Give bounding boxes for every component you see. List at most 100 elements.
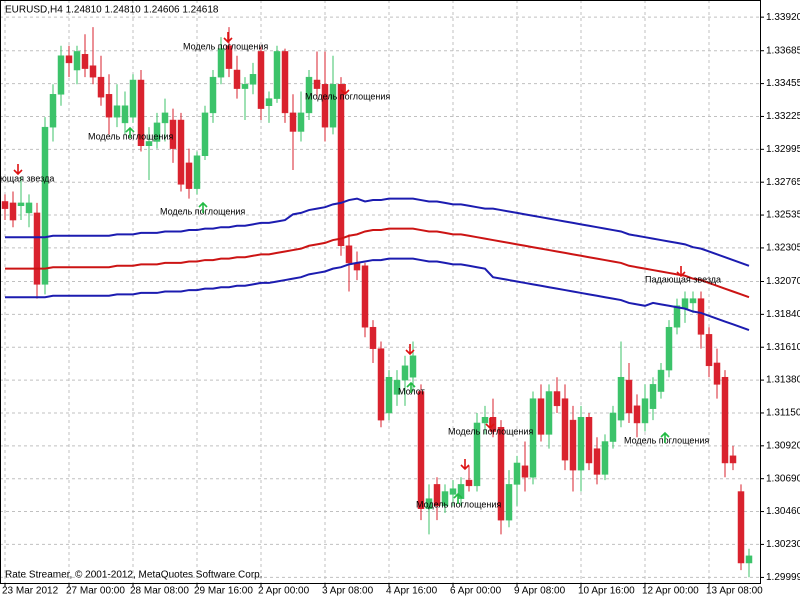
candle-body xyxy=(617,376,625,421)
candle-body xyxy=(145,141,153,147)
candle-body xyxy=(521,465,529,478)
y-tick-label: 1.29999 xyxy=(766,572,800,583)
y-tick-label: 1.32995 xyxy=(766,144,800,155)
candle-body xyxy=(553,391,561,407)
candle-body xyxy=(329,84,337,128)
y-tick-label: 1.31150 xyxy=(766,408,800,419)
y-tick-label: 1.32305 xyxy=(766,243,800,254)
candle-body xyxy=(113,105,121,118)
signal-arrow xyxy=(660,431,670,443)
pattern-label: Модель поглощения xyxy=(624,435,709,445)
signal-arrow xyxy=(13,164,23,176)
candle-body xyxy=(377,348,385,421)
y-tick-label: 1.32070 xyxy=(766,276,800,287)
pattern-label: Модель поглощения xyxy=(183,41,268,51)
candle-body xyxy=(361,265,369,328)
candle-body xyxy=(9,202,17,221)
candle-body xyxy=(105,94,113,118)
candle-body xyxy=(745,555,753,564)
y-tick-label: 1.31840 xyxy=(766,309,800,320)
candle-body xyxy=(369,326,377,349)
candle-body xyxy=(177,119,185,185)
x-tick-label: 29 Mar 16:00 xyxy=(194,586,253,597)
signal-arrow xyxy=(223,32,233,44)
candle-body xyxy=(561,398,569,461)
candle-body xyxy=(577,416,585,471)
candle-body xyxy=(65,55,73,64)
y-tick-label: 1.31380 xyxy=(766,375,800,386)
candle-body xyxy=(305,76,313,114)
y-tick-label: 1.30920 xyxy=(766,440,800,451)
candle-body xyxy=(609,412,617,442)
indicator-line xyxy=(5,227,750,299)
signal-arrow xyxy=(340,84,350,96)
candle-body xyxy=(337,84,345,247)
plot-frame xyxy=(0,0,761,584)
candle-body xyxy=(217,48,225,78)
candle-body xyxy=(49,94,57,128)
candle-body xyxy=(593,448,601,475)
indicator-line xyxy=(5,197,750,267)
candle-body xyxy=(673,305,681,328)
signal-arrow xyxy=(405,344,415,356)
candle-body xyxy=(681,298,689,309)
candle-body xyxy=(257,51,265,109)
candle-body xyxy=(273,51,281,99)
candle-body xyxy=(73,51,81,71)
candle-body xyxy=(497,426,505,521)
candle-body xyxy=(81,54,89,69)
candle-body xyxy=(545,391,553,435)
candle-body xyxy=(705,334,713,367)
candle-body xyxy=(433,484,441,507)
candle-body xyxy=(193,155,201,189)
candle-body xyxy=(657,369,665,392)
candle-body xyxy=(89,65,97,78)
y-tick-label: 1.31610 xyxy=(766,342,800,353)
candle-body xyxy=(505,484,513,521)
candle-body xyxy=(441,491,449,507)
pattern-label: Модель поглощения xyxy=(305,91,390,101)
candle-body xyxy=(233,69,241,89)
candle-body xyxy=(345,245,353,264)
x-tick-label: 6 Apr 00:00 xyxy=(450,586,502,597)
candle-body xyxy=(585,416,593,464)
y-tick-label: 1.33225 xyxy=(766,111,800,122)
y-tick-label: 1.33455 xyxy=(766,78,800,89)
candle-body xyxy=(425,498,433,509)
candle-body xyxy=(401,365,409,381)
y-tick-label: 1.33685 xyxy=(766,45,800,56)
x-tick-label: 3 Apr 08:00 xyxy=(322,586,374,597)
signal-arrow xyxy=(453,492,463,504)
candle-body xyxy=(449,488,457,495)
y-tick-label: 1.33920 xyxy=(766,12,800,23)
x-tick-label: 23 Mar 2012 xyxy=(2,586,59,597)
candle-body xyxy=(481,416,489,424)
candle-body xyxy=(649,384,657,409)
candle-body xyxy=(625,379,633,414)
y-tick-label: 1.30690 xyxy=(766,473,800,484)
candle-body xyxy=(153,122,161,142)
candle-body xyxy=(249,74,257,85)
candle-body xyxy=(121,105,129,124)
candle-body xyxy=(169,119,177,149)
pattern-label: Модель поглощения xyxy=(448,426,533,436)
candle-body xyxy=(721,376,729,464)
candle-body xyxy=(385,376,393,414)
candle-body xyxy=(729,455,737,464)
candle-body xyxy=(33,212,41,285)
pattern-label: ющая звезда xyxy=(0,173,54,183)
indicator-line xyxy=(5,257,750,332)
candle-body xyxy=(185,162,193,189)
candle-body xyxy=(1,201,9,209)
x-tick-label: 28 Mar 08:00 xyxy=(130,586,189,597)
candle-body xyxy=(601,441,609,475)
signal-arrow xyxy=(676,266,686,278)
chart-footer: Rate Streamer, © 2001-2012, MetaQuotes S… xyxy=(5,570,263,581)
pattern-label: Падающая звезда xyxy=(645,274,721,284)
candle-body xyxy=(513,462,521,485)
candle-body xyxy=(641,398,649,424)
candle-body xyxy=(689,298,697,304)
y-tick-label: 1.30460 xyxy=(766,506,800,517)
